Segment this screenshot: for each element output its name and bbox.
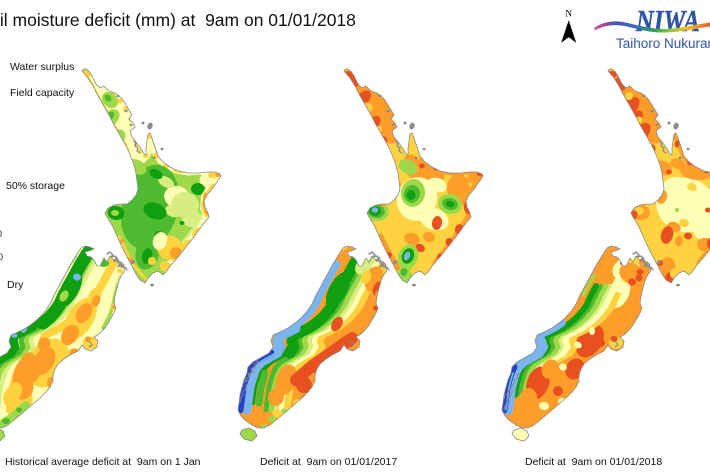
svg-text:50: 50 <box>0 229 2 239</box>
svg-text:50% storage: 50% storage <box>6 180 65 192</box>
svg-text:Deficit at 9am on 01/01/2018: Deficit at 9am on 01/01/2018 <box>525 456 662 468</box>
svg-text:100: 100 <box>0 252 3 262</box>
svg-text:NIWA: NIWA <box>635 3 700 38</box>
svg-text:Dry: Dry <box>7 279 24 291</box>
svg-text:Taihoro Nukurangi: Taihoro Nukurangi <box>616 36 710 51</box>
svg-text:Historical average deficit at: Historical average deficit at 9am on 1 J… <box>5 456 201 468</box>
svg-text:N: N <box>565 9 572 19</box>
svg-text:Soil moisture deficit (mm) at: Soil moisture deficit (mm) at 9am on 01/… <box>0 10 356 30</box>
svg-text:Water surplus: Water surplus <box>10 61 74 73</box>
svg-text:Deficit at 9am on 01/01/2017: Deficit at 9am on 01/01/2017 <box>260 456 397 468</box>
svg-text:Field capacity: Field capacity <box>10 87 75 99</box>
